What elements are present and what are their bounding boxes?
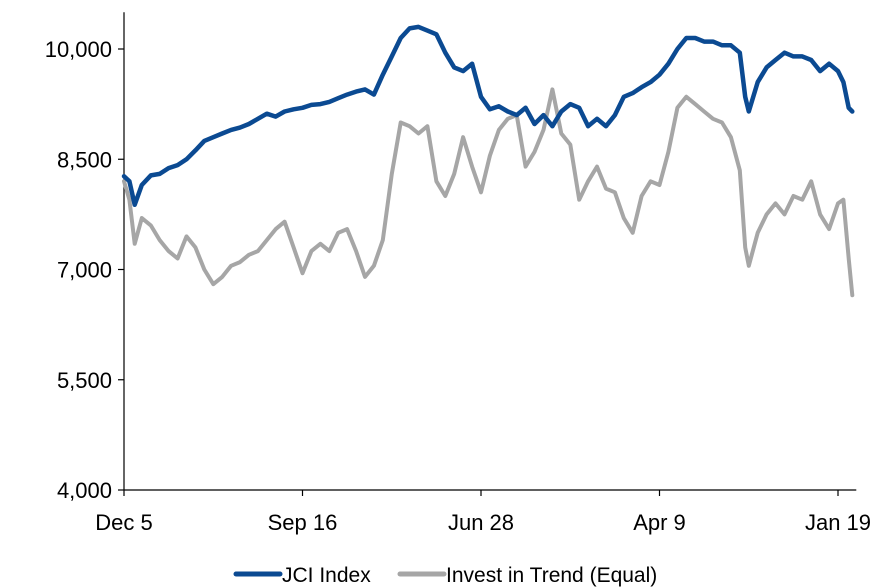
y-tick-label: 4,000 xyxy=(57,478,112,503)
legend-item-jci-index-label: JCI Index xyxy=(282,564,371,587)
x-tick-label: Apr 9 xyxy=(633,510,686,535)
series-line-jci-index xyxy=(121,24,855,208)
y-tick-label: 5,500 xyxy=(57,368,112,393)
y-tick-label: 10,000 xyxy=(45,37,112,62)
chart-series xyxy=(121,24,855,298)
chart-axes: 4,000 5,500 7,000 8,500 10,000 Dec 5 Sep 16 Jun… xyxy=(45,12,871,535)
x-tick-label: Dec 5 xyxy=(95,510,152,535)
chart-legend: JCI Index Invest in Trend (Equal) xyxy=(233,564,657,587)
y-tick-label: 7,000 xyxy=(57,258,112,283)
x-tick-label: Jan 19 xyxy=(805,510,871,535)
series-line-invest-in-trend xyxy=(122,87,855,298)
x-tick-label: Sep 16 xyxy=(268,510,338,535)
x-tick-label: Jun 28 xyxy=(448,510,514,535)
y-tick-label: 8,500 xyxy=(57,147,112,172)
legend-item-invest-in-trend-label: Invest in Trend (Equal) xyxy=(446,564,657,587)
